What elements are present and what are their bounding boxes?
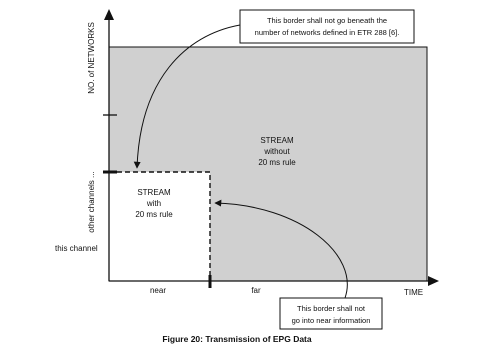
stream-with-region — [109, 172, 210, 281]
stream-with-line3: 20 ms rule — [135, 210, 173, 219]
y-axis-label-this-channel: this channel — [55, 244, 98, 253]
callout-bottom-box — [279, 297, 383, 330]
stream-with-line2: with — [146, 199, 161, 208]
x-axis-arrow-icon — [428, 276, 439, 286]
callout-bottom-line1: This border shall not — [297, 304, 366, 313]
stream-without-line2: without — [263, 147, 290, 156]
callout-top-box — [239, 9, 415, 44]
callout-top-line1: This border shall not go beneath the — [267, 16, 387, 25]
y-axis-label-other-channels: other channels ... — [87, 171, 96, 232]
callout-top-line2: number of networks defined in ETR 288 [6… — [255, 28, 400, 37]
x-axis-label-near: near — [150, 286, 166, 295]
callout-bottom-arrow — [214, 199, 348, 299]
figure-caption: Figure 20: Transmission of EPG Data — [162, 334, 312, 344]
stream-without-line1: STREAM — [260, 136, 294, 145]
stream-with-line1: STREAM — [137, 188, 171, 197]
callout-bottom-line2: go into near information — [292, 316, 371, 325]
x-axis-label-far: far — [251, 286, 261, 295]
y-axis-arrow-icon — [104, 9, 114, 20]
stream-without-line3: 20 ms rule — [258, 158, 296, 167]
y-axis-title: NO. of NETWORKS — [87, 22, 96, 94]
near-border-dashed — [109, 171, 211, 281]
callout-top-arrow — [133, 24, 241, 169]
x-axis-title: TIME — [404, 288, 423, 297]
